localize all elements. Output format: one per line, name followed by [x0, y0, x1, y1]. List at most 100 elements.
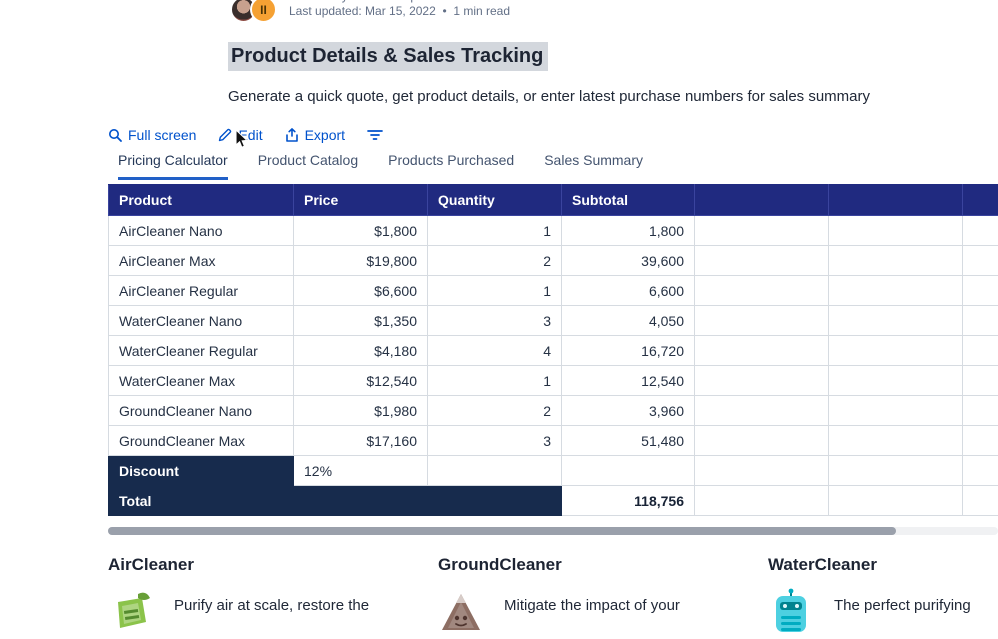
mouse-cursor — [234, 129, 249, 155]
page-title: Product Details & Sales Tracking — [228, 45, 548, 68]
table-cell: 3,960 — [562, 396, 695, 426]
table-cell: $1,800 — [294, 216, 428, 246]
table-cell: $19,800 — [294, 246, 428, 276]
table-cell — [829, 246, 963, 276]
table-cell — [829, 426, 963, 456]
table-cell: AirCleaner Regular — [109, 276, 294, 306]
table-cell: $12,540 — [294, 366, 428, 396]
filter-icon — [367, 129, 383, 141]
export-button[interactable]: Export — [285, 127, 345, 143]
filter-button[interactable] — [367, 129, 383, 141]
page-title-selection: Product Details & Sales Tracking — [228, 42, 548, 71]
pricing-table-container: Product Price Quantity Subtotal AirClean… — [108, 184, 998, 516]
table-cell — [695, 276, 829, 306]
pricing-table: Product Price Quantity Subtotal AirClean… — [108, 184, 998, 516]
last-updated-text: Last updated: Mar 15, 2022 • 1 min read — [289, 4, 510, 19]
avatar[interactable]: II — [250, 0, 277, 23]
tab-products-purchased[interactable]: Products Purchased — [388, 152, 514, 180]
column-header — [963, 185, 998, 216]
table-cell — [829, 366, 963, 396]
table-cell — [695, 366, 829, 396]
product-cards: AirCleaner Purify air at scale, restore … — [108, 555, 998, 634]
column-header: Product — [109, 185, 294, 216]
column-header — [829, 185, 963, 216]
table-cell: 4,050 — [562, 306, 695, 336]
product-card-groundcleaner: GroundCleaner Mitigate the impact of you… — [438, 555, 768, 634]
horizontal-scrollbar-track[interactable] — [108, 527, 998, 535]
table-cell: 1 — [428, 366, 562, 396]
product-description: Mitigate the impact of your — [504, 588, 680, 614]
tab-product-catalog[interactable]: Product Catalog — [258, 152, 358, 180]
table-cell: 6,600 — [562, 276, 695, 306]
export-icon — [285, 128, 299, 143]
table-cell: $1,350 — [294, 306, 428, 336]
product-description: The perfect purifying — [834, 588, 971, 614]
column-header — [695, 185, 829, 216]
total-label-cell: Total — [109, 486, 562, 516]
horizontal-scrollbar-thumb[interactable] — [108, 527, 896, 535]
search-icon — [108, 128, 122, 142]
table-cell: WaterCleaner Nano — [109, 306, 294, 336]
full-screen-button[interactable]: Full screen — [108, 127, 196, 143]
page-subtitle: Generate a quick quote, get product deta… — [228, 88, 870, 105]
product-description: Purify air at scale, restore the — [174, 588, 369, 614]
table-cell: $4,180 — [294, 336, 428, 366]
groundcleaner-icon — [438, 588, 484, 634]
table-cell — [695, 396, 829, 426]
table-cell: $17,160 — [294, 426, 428, 456]
table-cell — [829, 336, 963, 366]
table-cell — [695, 426, 829, 456]
table-cell: 51,480 — [562, 426, 695, 456]
table-cell — [695, 336, 829, 366]
table-cell — [963, 246, 998, 276]
table-cell: 1 — [428, 216, 562, 246]
table-cell — [963, 276, 998, 306]
table-cell: WaterCleaner Regular — [109, 336, 294, 366]
table-cell: $1,980 — [294, 396, 428, 426]
column-header: Subtotal — [562, 185, 695, 216]
tab-pricing-calculator[interactable]: Pricing Calculator — [118, 152, 228, 180]
table-cell: 1 — [428, 276, 562, 306]
table-cell: AirCleaner Max — [109, 246, 294, 276]
total-value-cell: 118,756 — [562, 486, 695, 516]
table-cell — [963, 336, 998, 366]
table-cell: 3 — [428, 426, 562, 456]
total-row: Total 118,756 — [109, 486, 998, 516]
table-cell — [428, 456, 562, 486]
table-cell: 2 — [428, 396, 562, 426]
table-cell: 3 — [428, 306, 562, 336]
table-cell — [963, 216, 998, 246]
table-cell — [562, 456, 695, 486]
table-cell — [695, 456, 829, 486]
product-name: AirCleaner — [108, 555, 438, 575]
discount-value-cell: 12% — [294, 456, 428, 486]
aircleaner-icon — [108, 588, 154, 634]
table-cell — [829, 306, 963, 336]
discount-row: Discount 12% — [109, 456, 998, 486]
table-cell: 4 — [428, 336, 562, 366]
tab-sales-summary[interactable]: Sales Summary — [544, 152, 643, 180]
table-cell: $6,600 — [294, 276, 428, 306]
table-cell — [963, 396, 998, 426]
table-cell — [829, 216, 963, 246]
table-cell: GroundCleaner Nano — [109, 396, 294, 426]
product-card-watercleaner: WaterCleaner The perfect purifying — [768, 555, 998, 634]
table-cell — [963, 306, 998, 336]
column-header: Quantity — [428, 185, 562, 216]
table-cell — [963, 426, 998, 456]
table-cell — [829, 486, 963, 516]
byline: II Created by Laura Campbell Last update… — [230, 0, 510, 23]
table-cell: AirCleaner Nano — [109, 216, 294, 246]
table-cell: 1,800 — [562, 216, 695, 246]
table-header-row: Product Price Quantity Subtotal — [109, 185, 998, 216]
table-cell — [829, 396, 963, 426]
table-cell — [695, 216, 829, 246]
